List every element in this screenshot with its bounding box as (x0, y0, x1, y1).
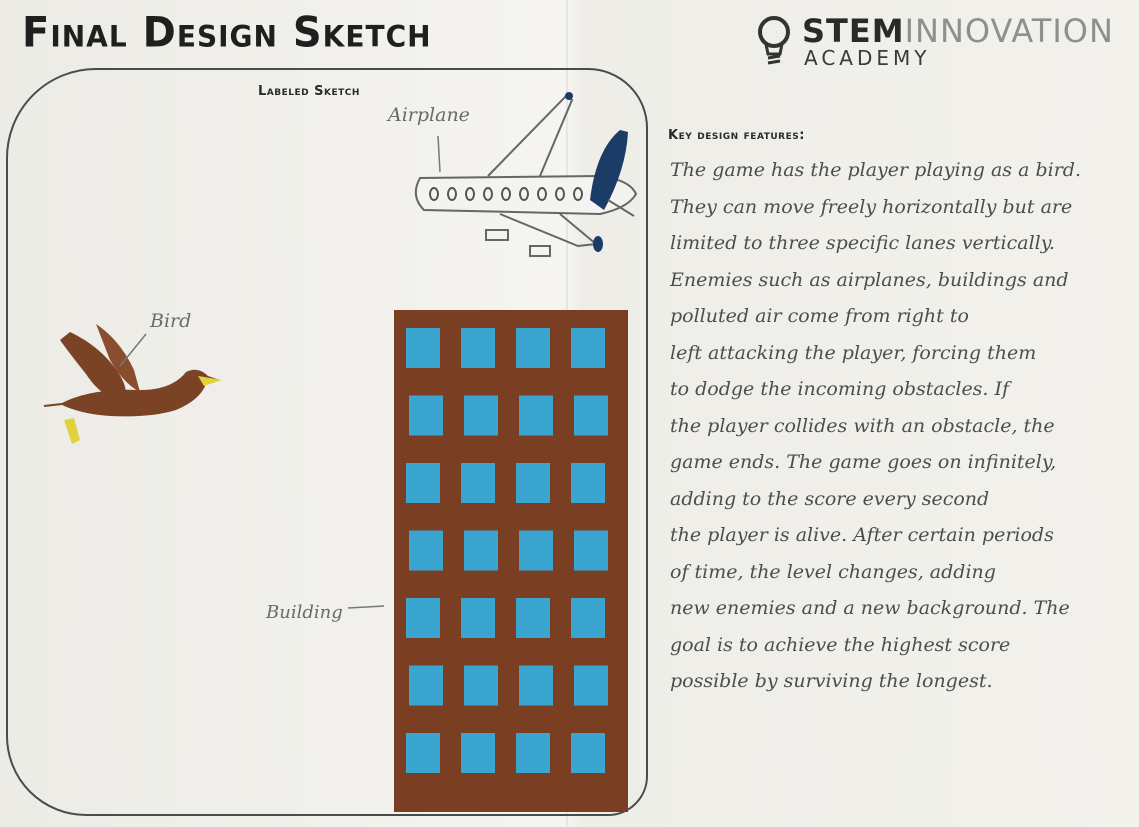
airplane-drawing (414, 92, 638, 257)
features-line: possible by surviving the longest. (670, 670, 993, 692)
building-window (571, 328, 605, 368)
building-window (464, 530, 498, 571)
features-line: adding to the score every second (670, 487, 990, 510)
bird-label: Bird (150, 310, 192, 332)
page-title: Final Design Sketch (22, 8, 432, 58)
building-window (574, 395, 608, 436)
building-window (406, 598, 440, 638)
features-line: of time, the level changes, adding (670, 560, 996, 583)
features-line: the player is alive. After certain perio… (670, 524, 1054, 546)
features-line: They can move freely horizontally but ar… (670, 195, 1073, 218)
building-window (406, 733, 440, 773)
building-window (406, 463, 440, 503)
building-window (461, 598, 495, 638)
building-window (519, 395, 553, 436)
building-window (464, 395, 498, 436)
features-line: game ends. The game goes on infinitely, (670, 451, 1057, 473)
building-window (516, 328, 550, 368)
features-line: left attacking the player, forcing them (670, 341, 1037, 364)
building-window (461, 463, 495, 503)
building-window (409, 395, 443, 436)
features-line: limited to three specific lanes vertical… (670, 232, 1055, 254)
key-features-text: The game has the player playing as a bir… (670, 152, 1120, 700)
sketch-section-label: Labeled Sketch (258, 84, 360, 99)
building-window (461, 733, 495, 773)
building-window (571, 463, 605, 503)
building-window (574, 530, 608, 571)
building-drawing (347, 310, 628, 812)
building-window (406, 328, 440, 368)
building-window (464, 665, 498, 706)
lightbulb-icon (758, 16, 790, 65)
building-window (461, 328, 495, 368)
building-window (516, 598, 550, 638)
building-label: Building (266, 602, 343, 623)
building-window (516, 463, 550, 503)
building-window (516, 733, 550, 773)
features-line: goal is to achieve the highest score (670, 633, 1011, 656)
key-features-heading: Key design features: (668, 128, 805, 143)
bird-drawing (43, 324, 222, 444)
building-window (571, 733, 605, 773)
features-line: the player collides with an obstacle, th… (670, 414, 1055, 437)
features-line: to dodge the incoming obstacles. If (670, 378, 1010, 400)
building-window (409, 530, 443, 571)
features-line: polluted air come from right to (670, 305, 969, 327)
logo-academy-text: ACADEMY (804, 46, 931, 70)
stem-innovation-academy-logo: STEMINNOVATION ACADEMY (756, 12, 1116, 70)
building-window (409, 665, 443, 706)
airplane-label: Airplane (388, 104, 470, 126)
building-window (571, 598, 605, 638)
features-line: Enemies such as airplanes, buildings and (670, 268, 1069, 291)
building-window (519, 665, 553, 706)
building-window (574, 665, 608, 706)
sketch-frame (6, 68, 648, 816)
features-line: new enemies and a new background. The (670, 597, 1070, 619)
logo-innovation-text: INNOVATION (904, 12, 1114, 50)
features-line: The game has the player playing as a bir… (670, 159, 1081, 181)
logo-stem-text: STEM (802, 12, 905, 50)
building-window (519, 530, 553, 571)
